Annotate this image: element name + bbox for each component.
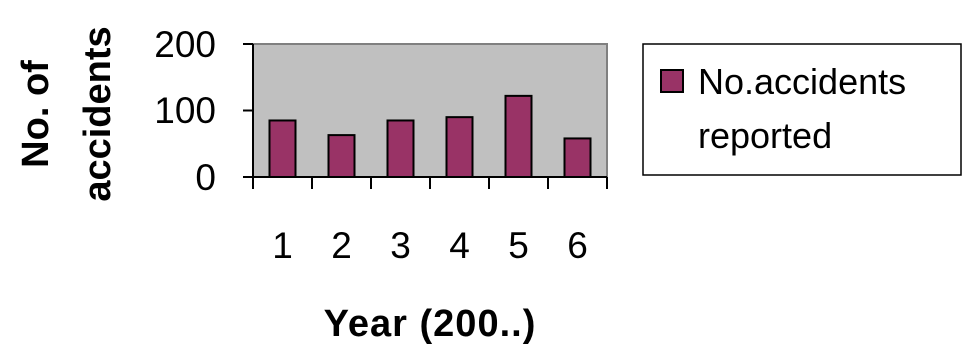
y-axis-title-line2: accidents: [77, 26, 119, 201]
x-tick-label-1: 1: [272, 225, 293, 266]
bar-year-1: [268, 119, 297, 178]
bar-year-5: [504, 94, 533, 178]
plot-area: [252, 43, 608, 178]
y-tick-label-100: 100: [154, 90, 216, 131]
x-tick-label-6: 6: [567, 225, 588, 266]
bar-year-4: [445, 116, 474, 178]
bar-year-6: [563, 137, 592, 178]
legend-label-line1: No.accidents: [698, 61, 906, 102]
bar-year-2: [327, 134, 356, 178]
y-tick-label-0: 0: [195, 157, 216, 198]
x-tick-label-2: 2: [331, 225, 352, 266]
y-axis-title-line1: No. of: [15, 60, 57, 168]
legend-label-line2: reported: [698, 115, 832, 156]
y-tick-label-200: 200: [154, 24, 216, 65]
x-axis-title: Year (200..): [324, 303, 537, 345]
legend-box: [642, 43, 962, 176]
bar-year-3: [386, 119, 415, 178]
x-tick-label-3: 3: [390, 225, 411, 266]
x-tick-label-4: 4: [449, 225, 470, 266]
legend-swatch: [660, 69, 684, 93]
x-tick-label-5: 5: [508, 225, 529, 266]
